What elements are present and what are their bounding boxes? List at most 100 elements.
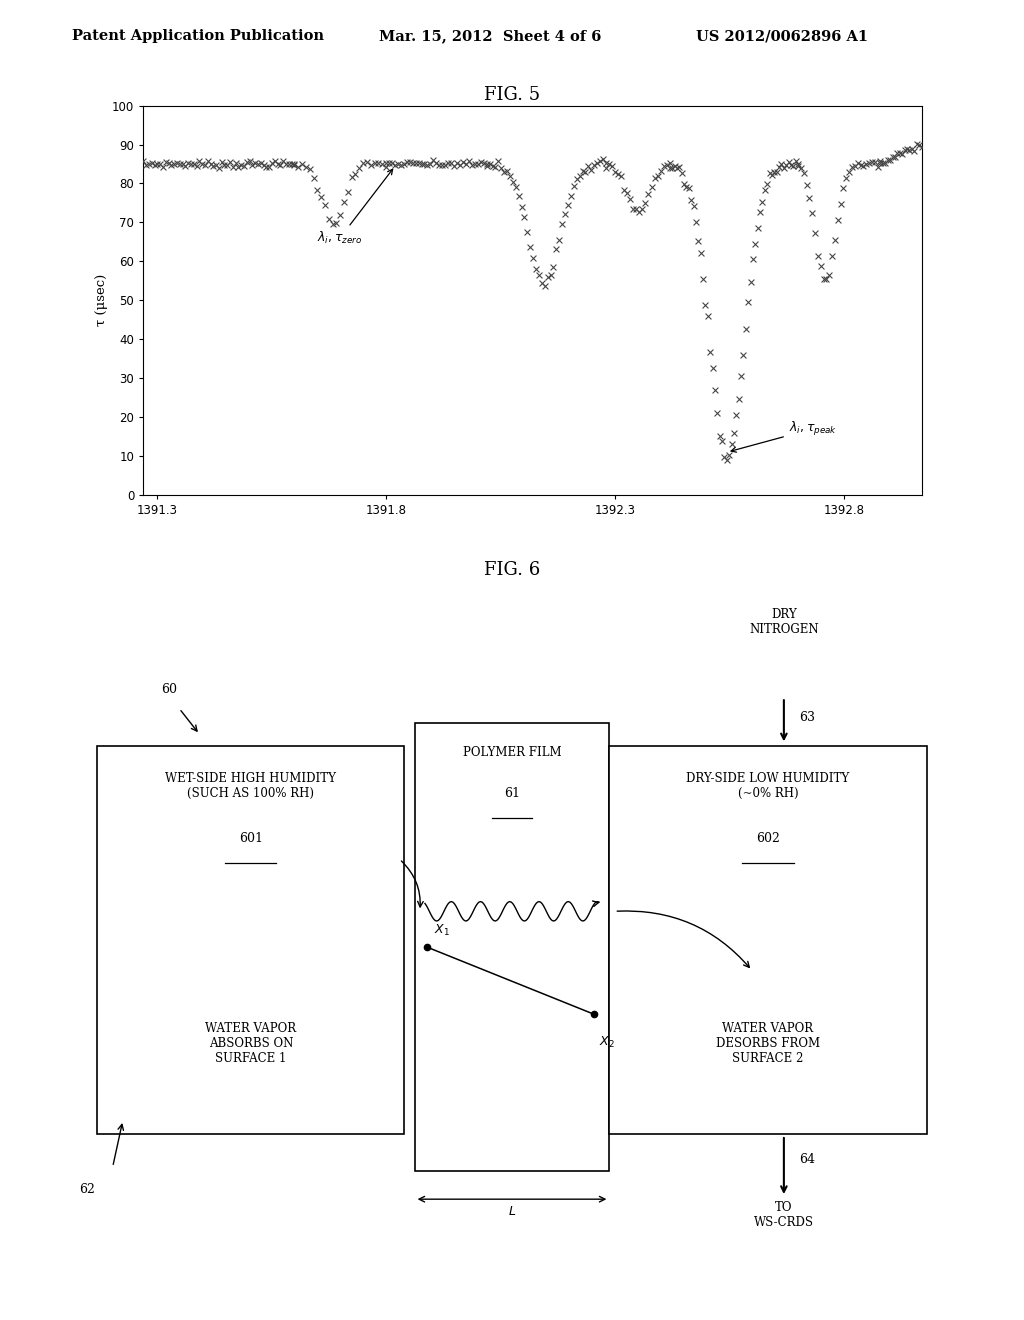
Point (589, 152, 605, 173)
Point (417, 153, 433, 174)
Point (414, 153, 430, 174)
Point (294, 154, 310, 176)
Point (560, 194, 577, 215)
Point (540, 267, 556, 288)
Point (275, 150, 292, 172)
Point (197, 154, 213, 176)
Point (545, 256, 561, 277)
Text: WATER VAPOR
ABSORBS ON
SURFACE 1: WATER VAPOR ABSORBS ON SURFACE 1 (206, 1022, 296, 1065)
Point (222, 152, 239, 173)
Point (411, 152, 427, 173)
Point (810, 246, 826, 267)
Point (838, 168, 854, 189)
Point (674, 162, 690, 183)
Point (775, 157, 792, 178)
Point (301, 158, 317, 180)
Point (266, 150, 283, 172)
Point (649, 166, 666, 187)
Point (662, 157, 678, 178)
Point (728, 404, 744, 425)
Point (258, 156, 274, 177)
Point (911, 135, 928, 156)
Point (395, 154, 412, 176)
Text: $\lambda_i, \tau_{peak}$: $\lambda_i, \tau_{peak}$ (731, 420, 838, 453)
Point (404, 152, 421, 173)
Point (664, 157, 680, 178)
Point (287, 153, 303, 174)
Point (247, 152, 263, 173)
Point (625, 198, 641, 219)
Point (452, 154, 468, 176)
Point (340, 182, 356, 203)
Point (374, 154, 390, 176)
Point (685, 195, 701, 216)
Point (513, 197, 529, 218)
Point (748, 234, 764, 255)
Point (601, 153, 617, 174)
Point (773, 153, 790, 174)
Point (481, 153, 498, 174)
Point (381, 152, 397, 173)
Point (658, 154, 675, 176)
Point (612, 166, 629, 187)
Point (332, 205, 348, 226)
Text: WET-SIDE HIGH HUMIDITY
(SUCH AS 100% RH): WET-SIDE HIGH HUMIDITY (SUCH AS 100% RH) (166, 772, 336, 800)
Point (904, 139, 921, 160)
Point (508, 176, 524, 197)
Point (431, 154, 447, 176)
Text: Patent Application Publication: Patent Application Publication (72, 29, 324, 44)
Point (692, 243, 709, 264)
Text: WATER VAPOR
DESORBS FROM
SURFACE 2: WATER VAPOR DESORBS FROM SURFACE 2 (716, 1022, 820, 1065)
Point (850, 152, 866, 173)
Point (437, 154, 454, 176)
Point (390, 153, 407, 174)
Point (534, 272, 550, 293)
Point (855, 156, 871, 177)
Point (269, 153, 286, 174)
Point (631, 202, 647, 223)
Point (166, 153, 182, 174)
Point (628, 198, 644, 219)
Point (478, 153, 495, 174)
Point (449, 153, 465, 174)
Point (329, 213, 345, 234)
Point (351, 157, 368, 178)
Point (565, 176, 582, 197)
Point (138, 154, 155, 176)
Point (530, 264, 547, 285)
Point (419, 154, 435, 176)
Point (516, 207, 532, 228)
Bar (609, 746, 927, 1134)
Point (548, 239, 564, 260)
Point (287, 154, 303, 176)
Point (742, 272, 759, 293)
Point (913, 136, 930, 157)
Point (841, 161, 857, 182)
Point (655, 156, 672, 177)
Point (759, 173, 775, 194)
Point (592, 150, 608, 172)
Point (425, 150, 441, 172)
Point (824, 246, 841, 267)
Point (780, 152, 797, 173)
Point (896, 140, 912, 161)
Point (155, 156, 171, 177)
Point (652, 160, 669, 181)
Point (568, 169, 585, 190)
Point (211, 157, 227, 178)
Point (343, 166, 359, 187)
Point (236, 156, 252, 177)
Point (887, 147, 903, 168)
Point (778, 154, 795, 176)
Point (894, 144, 910, 165)
Point (253, 153, 269, 174)
Text: Mar. 15, 2012  Sheet 4 of 6: Mar. 15, 2012 Sheet 4 of 6 (379, 29, 601, 44)
Point (261, 156, 278, 177)
Point (901, 140, 918, 161)
Point (829, 209, 846, 230)
Point (174, 154, 190, 176)
Point (790, 156, 806, 177)
Point (771, 157, 787, 178)
Point (768, 162, 784, 183)
Point (676, 173, 692, 194)
